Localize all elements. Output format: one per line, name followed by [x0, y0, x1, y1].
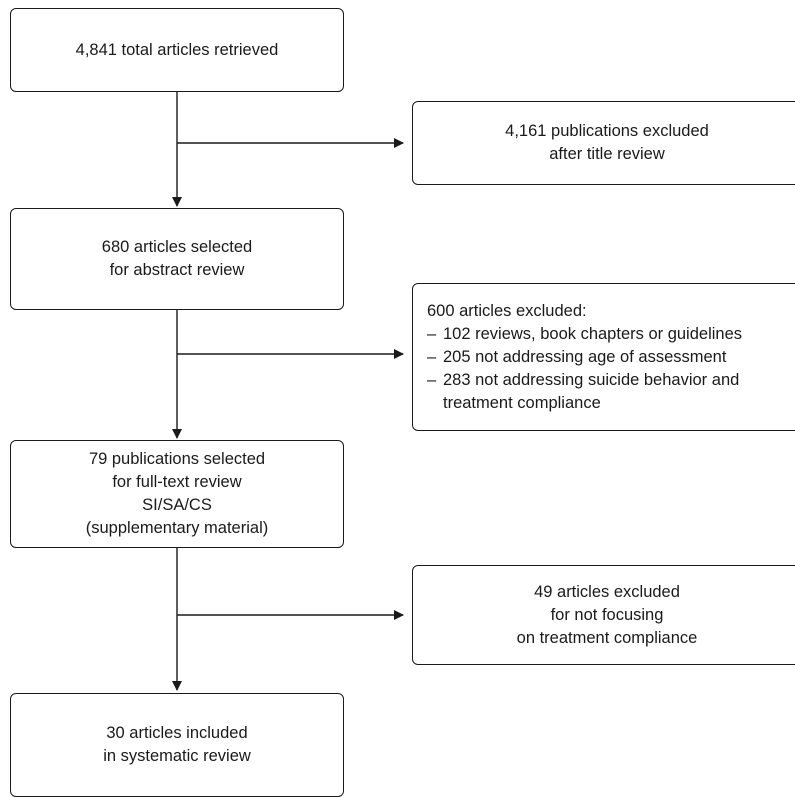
excluded-title-line-1: 4,161 publications excluded: [505, 122, 709, 140]
included-box: 30 articles included in systematic revie…: [10, 693, 344, 797]
bullet-text: 102 reviews, book chapters or guidelines: [443, 324, 743, 343]
fulltext-review-box: 79 publications selected for full-text r…: [10, 440, 344, 548]
fulltext-line-2: for full-text review: [112, 473, 242, 491]
fulltext-line-4: (supplementary material): [85, 519, 269, 537]
included-line-1: 30 articles included: [106, 724, 248, 742]
excluded-bullet-suicide-cont: treatment compliance: [443, 393, 601, 412]
bullet-dash: –: [427, 324, 437, 343]
bullet-text: 205 not addressing age of assessment: [443, 347, 727, 366]
retrieved-text: 4,841 total articles retrieved: [75, 40, 279, 59]
retrieved-box: 4,841 total articles retrieved: [10, 8, 344, 92]
excluded-bullet-suicide: – 283 not addressing suicide behavior an…: [427, 369, 739, 392]
bullet-dash: –: [427, 370, 437, 389]
excluded-bullet-age: – 205 not addressing age of assessment: [427, 346, 726, 369]
included-line-2: in systematic review: [103, 747, 251, 765]
excluded-title-line-2: after title review: [549, 145, 665, 163]
abstract-review-box: 680 articles selected for abstract revie…: [10, 208, 344, 310]
fulltext-line-3: SI/SA/CS: [142, 496, 212, 514]
excluded-fulltext-box: 49 articles excluded for not focusing on…: [412, 565, 795, 665]
excluded-abstract-header: 600 articles excluded:: [427, 301, 587, 320]
excluded-fulltext-line-1: 49 articles excluded: [534, 582, 680, 601]
bullet-text: 283 not addressing suicide behavior and: [443, 370, 740, 389]
excluded-abstract-box: 600 articles excluded: – 102 reviews, bo…: [412, 283, 795, 431]
abstract-review-line-2: for abstract review: [109, 261, 245, 279]
fulltext-line-1: 79 publications selected: [88, 450, 266, 468]
bullet-dash: –: [427, 347, 437, 366]
excluded-title-box: 4,161 publications excluded after title …: [412, 101, 795, 185]
excluded-fulltext-line-3: on treatment compliance: [516, 628, 698, 647]
excluded-fulltext-line-2: for not focusing: [550, 605, 664, 624]
abstract-review-line-1: 680 articles selected: [101, 238, 253, 256]
excluded-bullet-reviews: – 102 reviews, book chapters or guidelin…: [427, 323, 742, 346]
